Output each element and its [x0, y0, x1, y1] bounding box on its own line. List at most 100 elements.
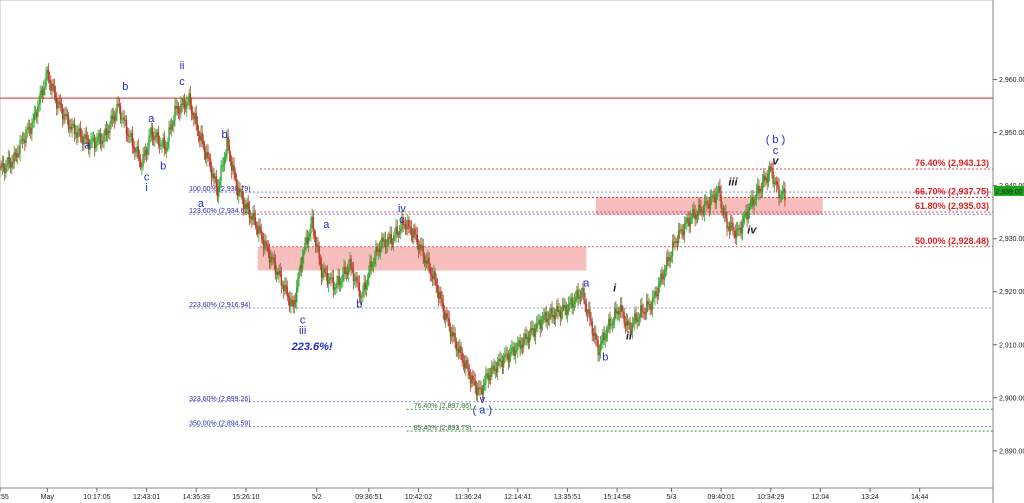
candle-body: [297, 278, 299, 288]
candle-body: [642, 310, 644, 313]
candle-body: [189, 93, 192, 106]
candle-body: [178, 113, 181, 114]
candle-body: [576, 289, 578, 297]
wave-label: iii: [299, 325, 306, 337]
candle-body: [689, 217, 692, 227]
candle-body: [766, 177, 768, 183]
candle-body: [286, 286, 288, 296]
candle-body: [362, 291, 364, 296]
candle-body: [119, 105, 122, 120]
candle-body: [333, 287, 336, 290]
candle-body: [382, 237, 384, 242]
candle-body: [401, 218, 403, 229]
candle-body: [690, 217, 693, 219]
candle-body: [429, 267, 431, 275]
plot-area: [0, 0, 994, 489]
candle-body: [392, 236, 395, 244]
candle-body: [355, 276, 357, 281]
candle-body: [474, 380, 476, 386]
candle-body: [22, 139, 25, 141]
candle-body: [19, 140, 21, 154]
candle-body: [222, 164, 225, 166]
candle-body: [219, 180, 221, 186]
candle-body: [53, 86, 56, 94]
candle-body: [488, 375, 491, 381]
candle-body: [774, 181, 777, 183]
candle-body: [372, 263, 375, 265]
candle-body: [33, 113, 35, 121]
candle-body: [203, 144, 206, 153]
candle-body: [653, 297, 655, 299]
candle-body: [747, 210, 749, 220]
candle-body: [644, 313, 647, 315]
candle-body: [467, 365, 469, 372]
candle-body: [225, 153, 227, 158]
candle-body: [630, 330, 632, 332]
candle-body: [105, 128, 108, 135]
candle-body: [11, 162, 13, 168]
candle-body: [231, 161, 233, 171]
candle-body: [701, 210, 703, 213]
candle-body: [391, 243, 394, 245]
candle-body: [532, 328, 534, 331]
wave-label: i: [145, 182, 147, 194]
candle-body: [570, 297, 572, 303]
candle-body: [312, 216, 314, 232]
candle-body: [251, 216, 253, 221]
candle-body: [336, 282, 338, 288]
candle-body: [60, 104, 63, 108]
candle-body: [270, 256, 272, 263]
candle-body: [271, 256, 273, 259]
candle-body: [335, 287, 337, 289]
candle-body: [702, 210, 705, 214]
candle-body: [383, 239, 385, 242]
candle-body: [780, 194, 783, 196]
candle-body: [281, 285, 284, 287]
candle-body: [330, 277, 332, 279]
candle-body: [259, 226, 261, 230]
candle-body: [400, 228, 402, 232]
candle-body: [254, 217, 257, 226]
candle-body: [316, 244, 318, 247]
candle-body: [733, 230, 735, 232]
candle-body: [214, 176, 216, 179]
candle-body: [111, 115, 114, 120]
candle-body: [384, 239, 387, 248]
candle-body: [249, 216, 252, 219]
candle-body: [563, 305, 565, 308]
candle-body: [605, 333, 608, 338]
candle-body: [385, 245, 388, 248]
candle-body: [541, 319, 544, 323]
candle-body: [676, 241, 679, 244]
candle-body: [197, 130, 200, 137]
fib-level-label: 76.40% (2,943.13): [915, 158, 989, 168]
candle-body: [430, 274, 433, 276]
candle-body: [651, 298, 654, 310]
candle-body: [229, 154, 232, 162]
candle-body: [450, 332, 453, 337]
candle-body: [749, 200, 752, 207]
candle-body: [7, 157, 9, 165]
candle-body: [566, 310, 569, 315]
candle-body: [226, 136, 228, 154]
candle-body: [66, 114, 69, 117]
candle-body: [137, 146, 140, 158]
candle-body: [707, 203, 709, 205]
candle-body: [420, 244, 422, 249]
candle-body: [423, 256, 426, 263]
candle-body: [352, 269, 355, 282]
candle-body: [131, 133, 134, 147]
candle-body: [507, 353, 510, 363]
candle-body: [699, 205, 701, 207]
candle-body: [580, 291, 583, 298]
candle-body: [598, 351, 601, 356]
candle-body: [674, 242, 676, 244]
candle-body: [58, 101, 60, 103]
candle-body: [466, 360, 468, 366]
candle-body: [528, 332, 531, 343]
candle-body: [677, 230, 680, 244]
candle-body: [442, 302, 445, 312]
x-tick-label: 11:36:24: [455, 494, 482, 501]
candle-body: [180, 104, 182, 114]
candle-body: [299, 264, 301, 272]
